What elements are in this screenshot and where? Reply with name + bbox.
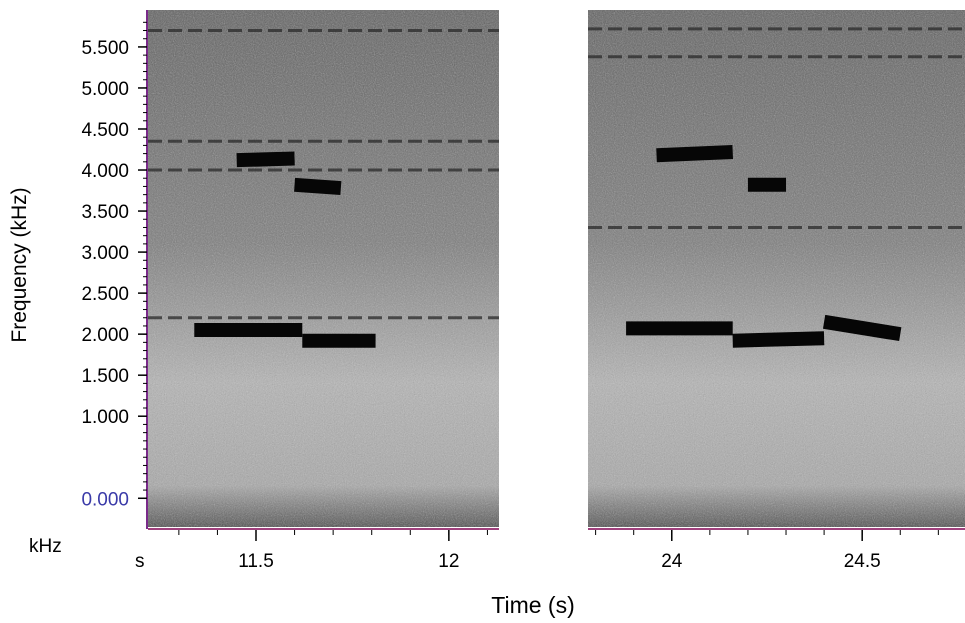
y-tick-label: 5.500	[81, 38, 129, 59]
y-tick-label: 4.500	[81, 120, 129, 141]
y-tick-label: 2.500	[81, 284, 129, 305]
call-trace	[294, 177, 342, 196]
y-axis: 0.000 1.000 1.500 2.000 2.500 3.000 3.500 4.000…	[81, 10, 148, 529]
y-tick-label: 1.500	[81, 366, 129, 387]
call-trace	[236, 151, 295, 168]
call-trace	[656, 144, 734, 163]
y-tick-label: 5.000	[81, 79, 129, 100]
x-tick-label: 11.5	[238, 551, 274, 572]
spectrogram-panel-left: 11.5 12	[148, 10, 499, 572]
y-unit-label: kHz	[29, 536, 62, 557]
call-trace	[732, 331, 825, 348]
y-tick-label: 1.000	[81, 407, 129, 428]
y-tick-label: 4.000	[81, 161, 129, 182]
x-tick-label: 12	[438, 551, 459, 572]
x-unit-label: s	[135, 551, 145, 572]
x-axis-title: Time (s)	[491, 592, 574, 618]
x-tick-label: 24.5	[844, 551, 881, 572]
spectrogram-noise	[588, 10, 965, 527]
spectrogram-noise	[148, 10, 499, 527]
call-trace	[822, 314, 902, 342]
y-tick-label: 2.000	[81, 325, 129, 346]
y-axis-title: Frequency (kHz)	[8, 187, 31, 342]
x-tick-label: 24	[661, 551, 683, 572]
y-tick-label: 3.500	[81, 202, 129, 223]
spectrogram-panel-right: 24 24.5	[588, 10, 965, 572]
y-tick-label: 3.000	[81, 243, 129, 264]
y-tick-label: 0.000	[81, 489, 129, 510]
